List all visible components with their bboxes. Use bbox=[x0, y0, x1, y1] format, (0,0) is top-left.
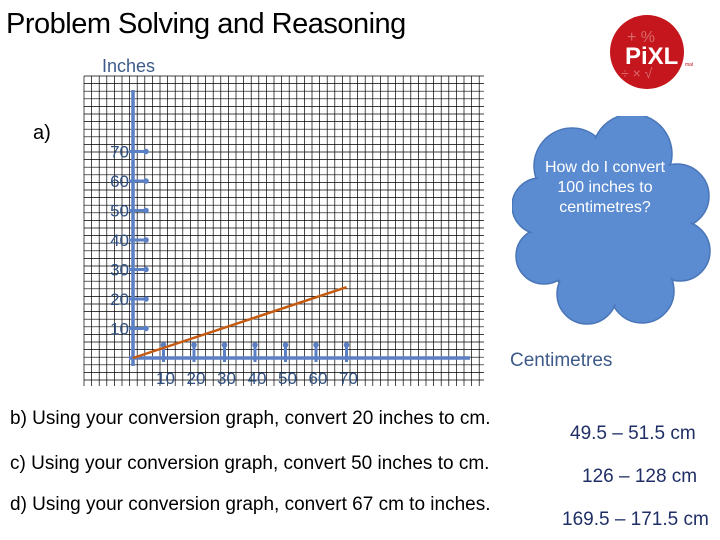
y-tick-dot bbox=[143, 296, 149, 302]
y-tick-label: 50 bbox=[110, 202, 129, 221]
cloud-question: How do I convert 100 inches to centimetr… bbox=[544, 159, 666, 216]
x-axis-title: Centimetres bbox=[510, 350, 613, 371]
y-tick-dot bbox=[143, 237, 149, 243]
x-tick-label: 50 bbox=[278, 369, 297, 388]
x-tick-dot bbox=[313, 342, 319, 348]
pixl-logo: + % ÷ × √ PiXL maths bbox=[610, 15, 693, 89]
x-tick-label: 20 bbox=[187, 369, 206, 388]
ticks: 10 20 30 40 50 60 70 10 20 30 40 50 60 70 bbox=[110, 143, 358, 389]
grid bbox=[83, 75, 484, 386]
thought-cloud bbox=[512, 116, 711, 325]
x-tick-dot bbox=[191, 342, 197, 348]
x-tick-label: 40 bbox=[248, 369, 267, 388]
y-tick-dot bbox=[143, 325, 149, 332]
x-tick-dot bbox=[252, 342, 258, 348]
conversion-line bbox=[132, 286, 347, 360]
y-tick-dot bbox=[143, 207, 149, 214]
y-tick-label: 60 bbox=[110, 172, 129, 191]
answer-d: 169.5 – 171.5 cm bbox=[562, 509, 709, 530]
y-tick-label: 40 bbox=[110, 231, 129, 250]
page-title: Problem Solving and Reasoning bbox=[6, 8, 406, 40]
y-tick-dot bbox=[143, 148, 149, 155]
question-b: b) Using your conversion graph, convert … bbox=[10, 408, 491, 429]
answer-c: 126 – 128 cm bbox=[582, 466, 698, 487]
logo-text: PiXL bbox=[625, 43, 678, 70]
logo-subtext: maths bbox=[685, 62, 693, 68]
answer-b: 49.5 – 51.5 cm bbox=[570, 423, 696, 444]
y-tick-label: 70 bbox=[110, 143, 129, 162]
svg-text:+ %: + % bbox=[627, 29, 655, 46]
y-tick-label: 30 bbox=[110, 261, 129, 280]
x-tick-label: 70 bbox=[339, 369, 358, 388]
axes bbox=[129, 90, 470, 366]
part-a-label: a) bbox=[33, 122, 51, 144]
logo-circle bbox=[610, 15, 684, 89]
series bbox=[132, 286, 347, 360]
y-tick-dot bbox=[143, 266, 149, 273]
x-tick-label: 10 bbox=[156, 369, 175, 388]
svg-text:÷ × √: ÷ × √ bbox=[621, 65, 653, 81]
question-d: d) Using your conversion graph, convert … bbox=[10, 494, 491, 515]
x-tick-label: 60 bbox=[309, 369, 328, 388]
question-c: c) Using your conversion graph, convert … bbox=[10, 453, 490, 474]
x-tick-label: 30 bbox=[217, 369, 236, 388]
x-tick-dot bbox=[282, 342, 289, 348]
x-tick-dot bbox=[343, 342, 350, 348]
y-tick-dot bbox=[143, 178, 149, 184]
x-tick-dot bbox=[221, 342, 228, 348]
y-axis-title: Inches bbox=[102, 56, 156, 76]
y-tick-label: 20 bbox=[110, 290, 129, 309]
y-tick-label: 10 bbox=[110, 320, 129, 339]
